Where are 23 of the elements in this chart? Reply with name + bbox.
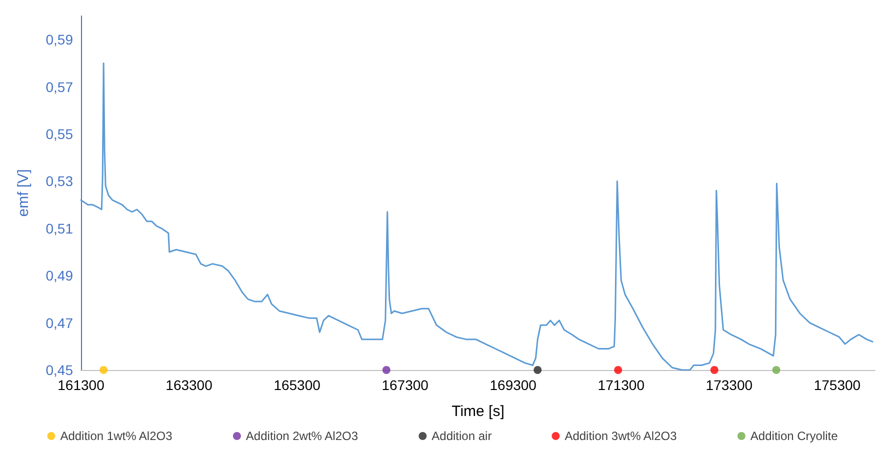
legend-label: Addition 1wt% Al2O3 [60,429,173,443]
y-tick-label: 0,57 [46,78,74,95]
y-tick-label: 0,47 [46,314,74,331]
x-tick-label: 173300 [706,377,753,393]
x-tick-label: 161300 [58,377,105,393]
legend-label: Addition Cryolite [750,429,838,443]
x-tick-label: 165300 [274,377,321,393]
legend-label: Addition 3wt% Al2O3 [564,429,678,443]
y-tick-label: 0,45 [46,362,74,378]
y-tick-label: 0,49 [46,268,74,284]
legend-label: Addition 2wt% Al2O3 [246,429,358,443]
x-tick-label: 169300 [490,377,537,393]
x-tick-label: 163300 [166,377,213,393]
y-axis-title: emf [V] [15,169,32,217]
y-tick-label: 0,55 [46,126,74,142]
x-tick-label: 171300 [598,377,645,393]
y-tick-label: 0,59 [46,32,74,48]
x-tick-label: 175300 [814,377,861,393]
x-tick-label: 167300 [382,377,429,393]
y-tick-label: 0,53 [46,173,74,190]
y-tick-label: 0,51 [46,220,74,236]
legend-label: Addition air [432,429,492,443]
x-axis-title: Time [s] [452,403,504,420]
